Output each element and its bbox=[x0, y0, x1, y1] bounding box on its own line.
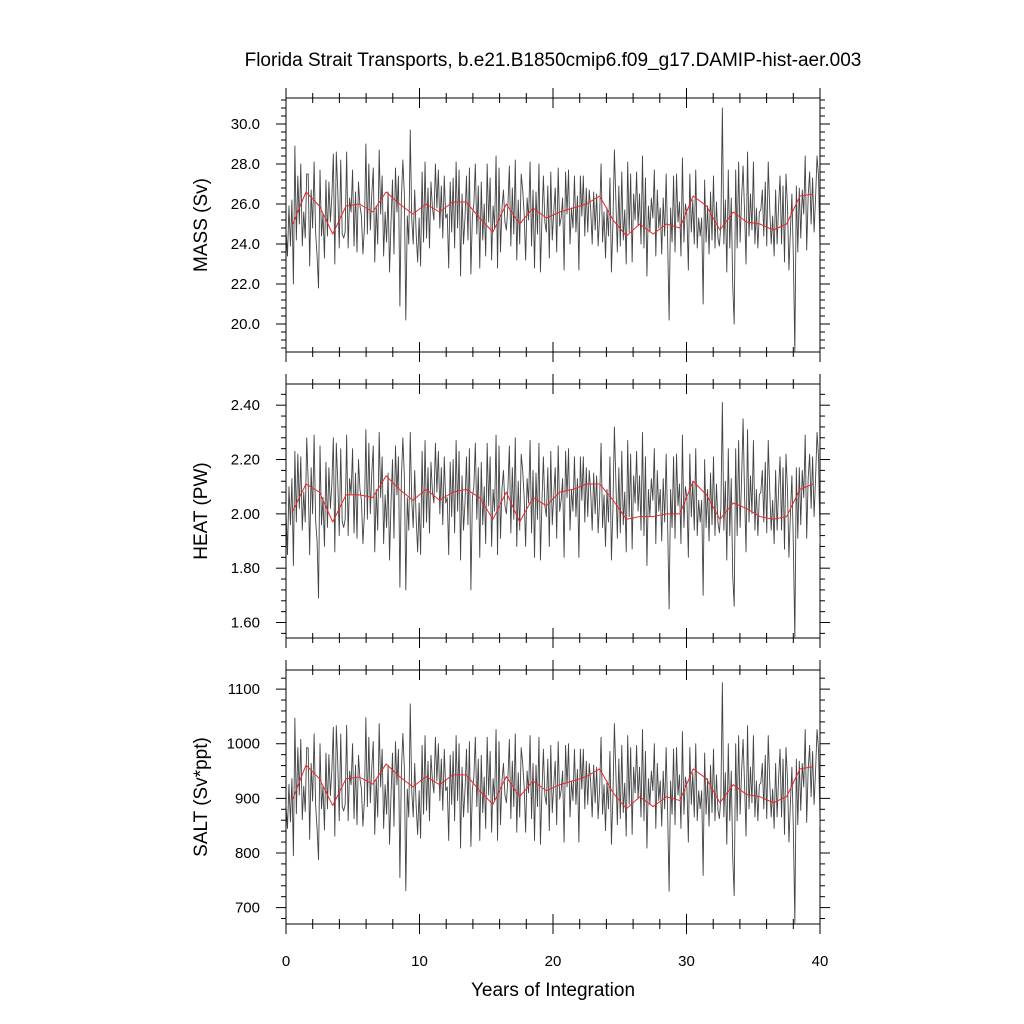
salt-panel: 700 800 900 1000 1100 SALT (Sv*ppt) bbox=[191, 660, 830, 934]
y-tick-label: 2.00 bbox=[231, 506, 260, 523]
y-tick-label: 22.0 bbox=[231, 276, 260, 293]
mass-annual-mean-line bbox=[292, 191, 814, 237]
y-tick-label: 26.0 bbox=[231, 196, 260, 213]
heat-y-axis-label: HEAT (PW) bbox=[191, 462, 212, 559]
chart-title: Florida Strait Transports, b.e21.B1850cm… bbox=[245, 50, 862, 71]
y-tick-label: 28.0 bbox=[231, 156, 260, 173]
y-tick-label: 2.40 bbox=[231, 397, 260, 414]
salt-x-ticks bbox=[285, 660, 821, 934]
x-tick-label: 10 bbox=[411, 953, 428, 970]
x-tick-label: 40 bbox=[812, 953, 829, 970]
heat-y-ticks bbox=[276, 393, 830, 634]
y-tick-label: 700 bbox=[235, 900, 260, 917]
y-tick-label: 1100 bbox=[228, 681, 260, 698]
x-tick-labels: 0 10 20 30 40 bbox=[282, 953, 829, 970]
x-axis-label: Years of Integration bbox=[471, 980, 635, 1001]
x-tick-label: 30 bbox=[678, 953, 695, 970]
y-tick-label: 800 bbox=[235, 845, 260, 862]
y-tick-label: 1000 bbox=[227, 736, 260, 753]
y-tick-label: 2.20 bbox=[231, 452, 260, 469]
salt-annual-mean-line bbox=[292, 763, 814, 810]
y-tick-label: 1.60 bbox=[231, 615, 260, 632]
mass-y-axis-label: MASS (Sv) bbox=[191, 178, 212, 272]
heat-annual-mean-line bbox=[292, 475, 814, 523]
y-tick-label: 30.0 bbox=[231, 116, 260, 133]
mass-y-ticks bbox=[276, 99, 830, 349]
y-tick-label: 1.80 bbox=[231, 560, 260, 577]
mass-monthly-line bbox=[286, 107, 820, 352]
y-tick-label: 900 bbox=[235, 790, 260, 807]
y-tick-label: 24.0 bbox=[231, 236, 260, 253]
mass-panel: 20.0 22.0 24.0 26.0 28.0 30.0 MASS (Sv) bbox=[191, 88, 830, 362]
x-tick-label: 0 bbox=[282, 953, 290, 970]
x-tick-label: 20 bbox=[545, 953, 562, 970]
heat-monthly-line bbox=[286, 402, 820, 638]
heat-x-ticks bbox=[285, 374, 821, 648]
salt-y-axis-label: SALT (Sv*ppt) bbox=[191, 737, 212, 857]
salt-monthly-line bbox=[286, 682, 820, 924]
heat-panel: 1.60 1.80 2.00 2.20 2.40 HEAT (PW) bbox=[191, 374, 830, 648]
y-tick-label: 20.0 bbox=[231, 316, 260, 333]
mass-x-ticks bbox=[285, 88, 821, 362]
salt-y-ticks bbox=[276, 677, 830, 920]
